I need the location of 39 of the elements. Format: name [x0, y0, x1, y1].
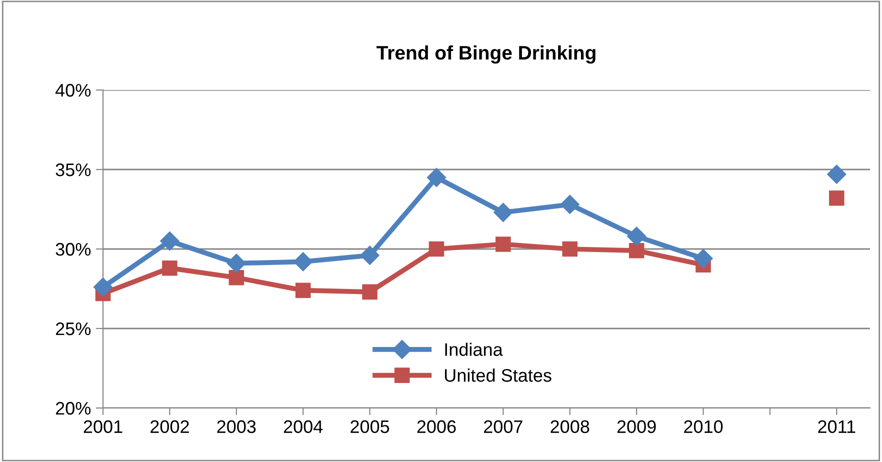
y-tick-label: 25%	[56, 322, 91, 336]
point	[93, 278, 113, 297]
y-tick-label: 40%	[55, 84, 91, 97]
x-tick-label: 2005	[350, 420, 390, 434]
point	[228, 270, 244, 286]
x-tick-label: 2009	[617, 420, 656, 434]
point	[562, 241, 578, 257]
point	[494, 202, 513, 222]
legend-label: United States	[444, 368, 552, 382]
y-tick-label: 35%	[56, 163, 91, 176]
point	[560, 194, 580, 214]
point	[827, 164, 846, 184]
point	[295, 282, 311, 298]
chart-title: Trend of Binge Drinking	[376, 45, 596, 64]
x-tick-label: 2011	[818, 420, 856, 434]
x-tick-label: 2004	[284, 420, 323, 434]
x-tick-label: 2008	[550, 420, 590, 434]
point	[496, 236, 511, 252]
point	[294, 252, 313, 272]
y-tick-label: 30%	[56, 242, 91, 256]
point	[226, 254, 246, 273]
x-tick-label: 2007	[484, 420, 522, 434]
point	[362, 284, 378, 300]
y-tick-label: 20%	[56, 402, 91, 415]
point	[694, 249, 713, 268]
x-tick-label: 2002	[150, 420, 189, 434]
legend-label: Indiana	[445, 342, 503, 356]
x-tick-label: 2006	[417, 420, 456, 434]
point	[428, 241, 444, 257]
point	[426, 168, 446, 187]
x-tick-label: 2001	[84, 420, 122, 434]
point	[627, 226, 646, 246]
point	[829, 190, 844, 206]
point	[162, 260, 178, 276]
x-tick-label: 2003	[217, 420, 256, 434]
point	[160, 232, 180, 251]
point	[360, 246, 380, 265]
x-tick-label: 2010	[684, 420, 723, 434]
point	[628, 242, 644, 258]
